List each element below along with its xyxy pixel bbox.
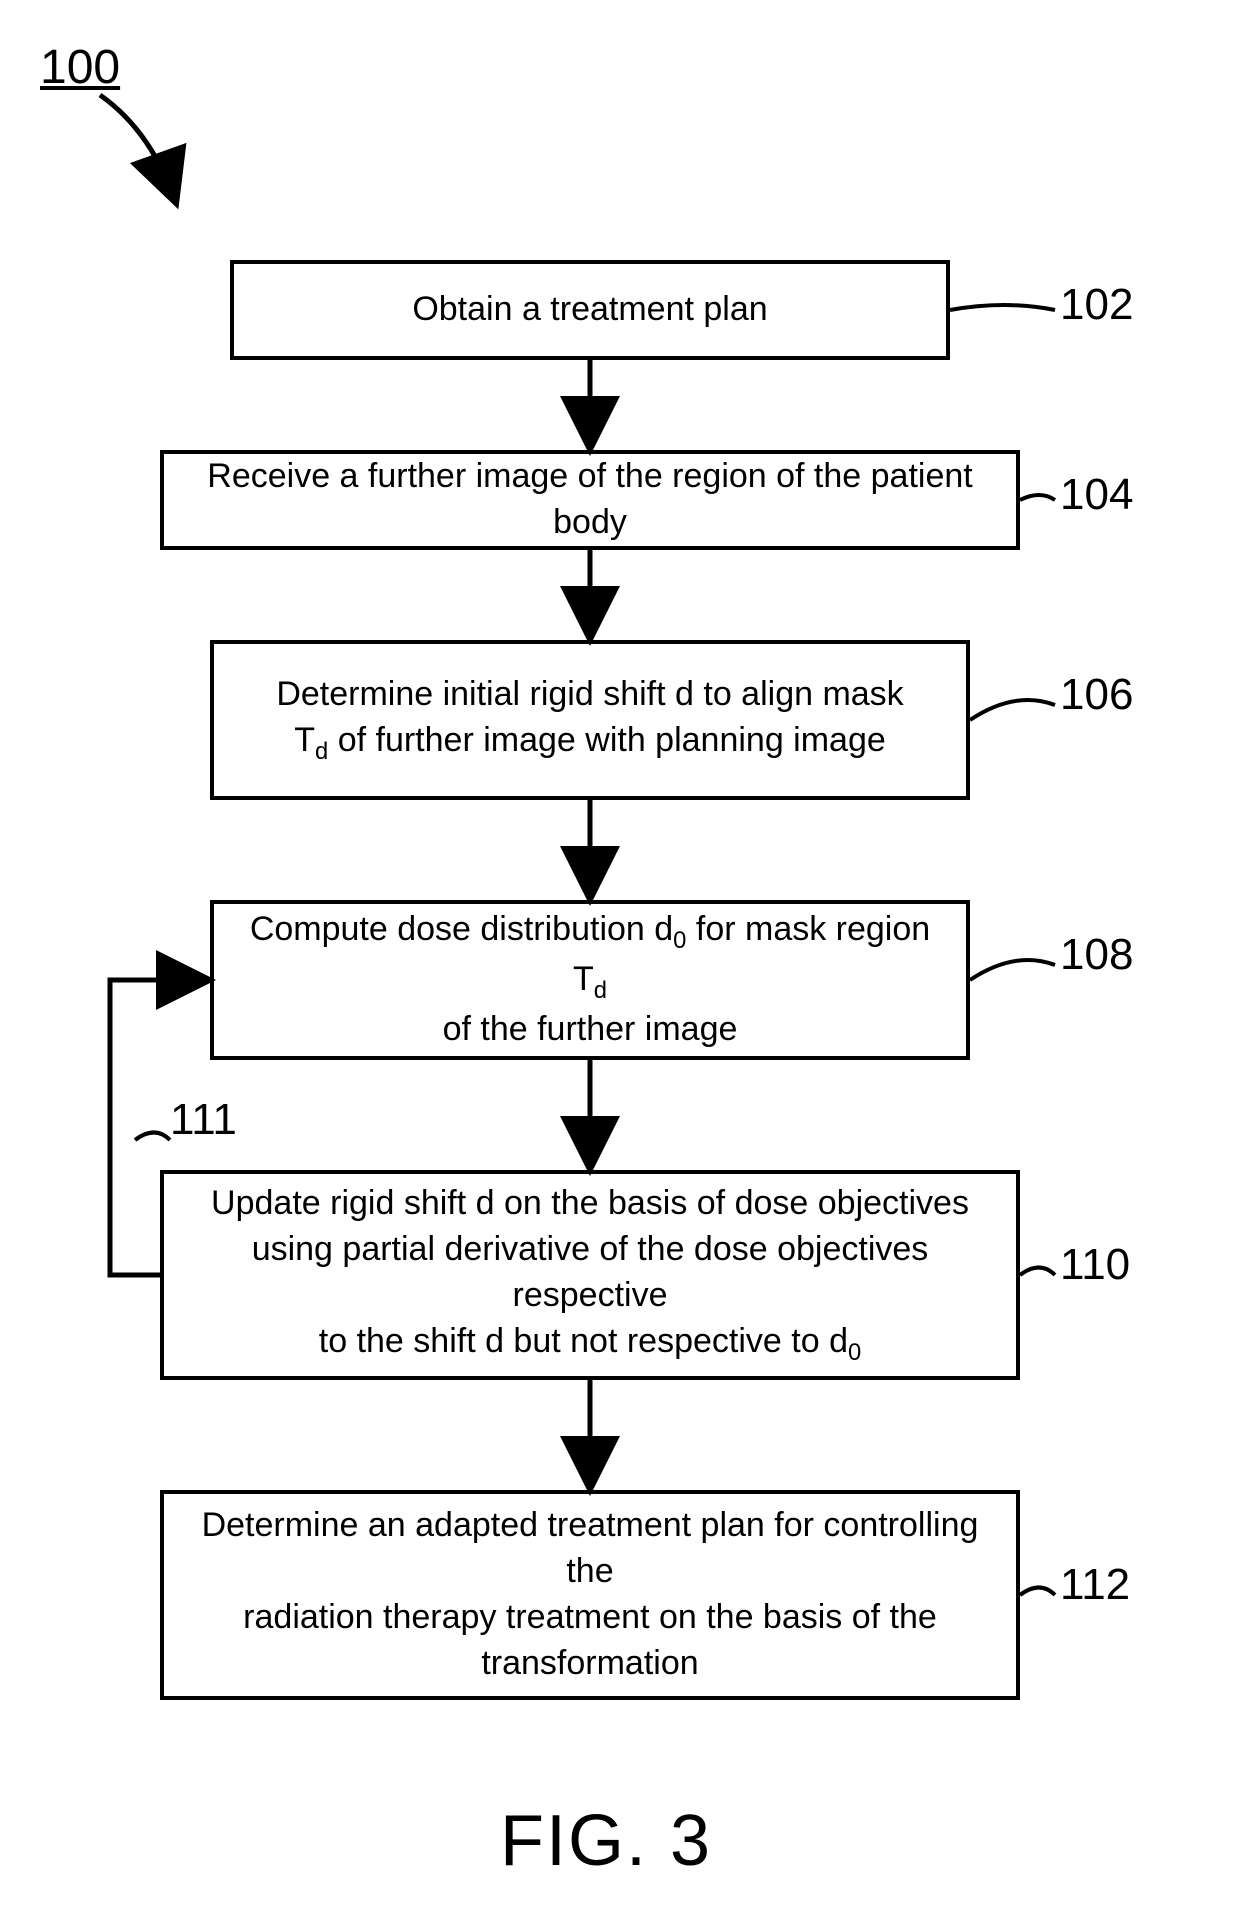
step-102-text: Obtain a treatment plan [412, 287, 767, 333]
conn-104 [1020, 495, 1055, 500]
step-104-text: Receive a further image of the region of… [184, 454, 996, 546]
step-110-box: Update rigid shift d on the basis of dos… [160, 1170, 1020, 1380]
label-108: 108 [1060, 930, 1133, 980]
step-110-text: Update rigid shift d on the basis of dos… [184, 1181, 996, 1369]
step-112-text: Determine an adapted treatment plan for … [184, 1503, 996, 1687]
conn-110 [1020, 1268, 1055, 1276]
conn-106 [970, 700, 1055, 720]
label-111: 111 [170, 1095, 237, 1145]
conn-111 [135, 1133, 170, 1141]
step-104-box: Receive a further image of the region of… [160, 450, 1020, 550]
conn-102 [950, 305, 1055, 310]
figure-reference-number: 100 [40, 40, 120, 95]
step-106-text: Determine initial rigid shift d to align… [276, 672, 903, 768]
step-112-box: Determine an adapted treatment plan for … [160, 1490, 1020, 1700]
flowchart-canvas: 100 Obtain a treatment plan Receive a fu… [0, 0, 1240, 1927]
step-102-box: Obtain a treatment plan [230, 260, 950, 360]
label-104: 104 [1060, 470, 1133, 520]
label-110: 110 [1060, 1240, 1130, 1290]
ref-pointer-curve [100, 95, 175, 200]
label-102: 102 [1060, 280, 1133, 330]
conn-112 [1020, 1588, 1055, 1596]
label-106: 106 [1060, 670, 1133, 720]
step-108-text: Compute dose distribution d0 for mask re… [234, 907, 946, 1053]
step-106-box: Determine initial rigid shift d to align… [210, 640, 970, 800]
step-108-box: Compute dose distribution d0 for mask re… [210, 900, 970, 1060]
label-112: 112 [1060, 1560, 1130, 1610]
conn-108 [970, 960, 1055, 980]
figure-caption: FIG. 3 [500, 1800, 712, 1882]
